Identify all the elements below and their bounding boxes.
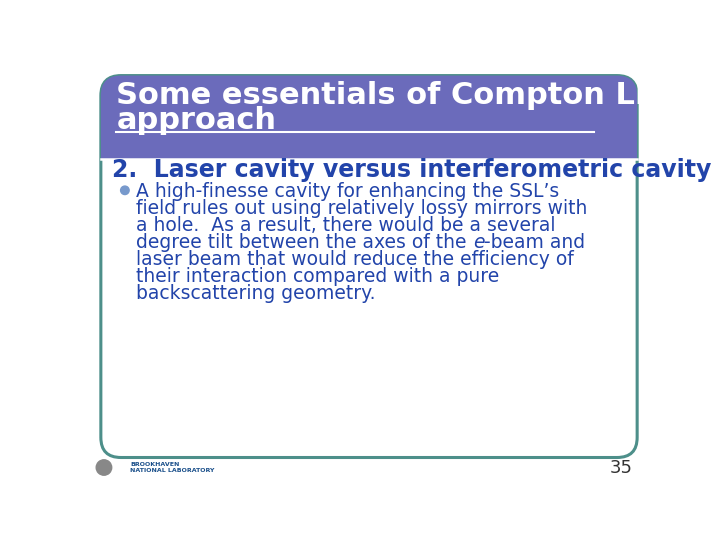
FancyBboxPatch shape — [101, 76, 637, 457]
Text: laser beam that would reduce the efficiency of: laser beam that would reduce the efficie… — [137, 250, 575, 269]
Text: 2.  Laser cavity versus interferometric cavity: 2. Laser cavity versus interferometric c… — [112, 158, 711, 183]
Text: BROOKHAVEN
NATIONAL LABORATORY: BROOKHAVEN NATIONAL LABORATORY — [130, 462, 215, 473]
Text: 35: 35 — [610, 460, 632, 477]
Circle shape — [96, 460, 112, 475]
FancyBboxPatch shape — [101, 76, 637, 159]
Text: e: e — [473, 233, 485, 252]
Text: their interaction compared with a pure: their interaction compared with a pure — [137, 267, 500, 286]
Text: degree tilt between the axes of the: degree tilt between the axes of the — [137, 233, 473, 252]
Bar — [101, 136, 637, 159]
Text: field rules out using relatively lossy mirrors with: field rules out using relatively lossy m… — [137, 199, 588, 218]
Text: -beam and: -beam and — [485, 233, 585, 252]
Text: backscattering geometry.: backscattering geometry. — [137, 284, 376, 303]
Text: approach: approach — [117, 106, 276, 135]
Text: a hole.  As a result, there would be a several: a hole. As a result, there would be a se… — [137, 216, 556, 235]
Text: A high-finesse cavity for enhancing the SSL’s: A high-finesse cavity for enhancing the … — [137, 183, 559, 201]
Text: Some essentials of Compton LINAC: Some essentials of Compton LINAC — [117, 81, 718, 110]
Circle shape — [121, 186, 129, 194]
